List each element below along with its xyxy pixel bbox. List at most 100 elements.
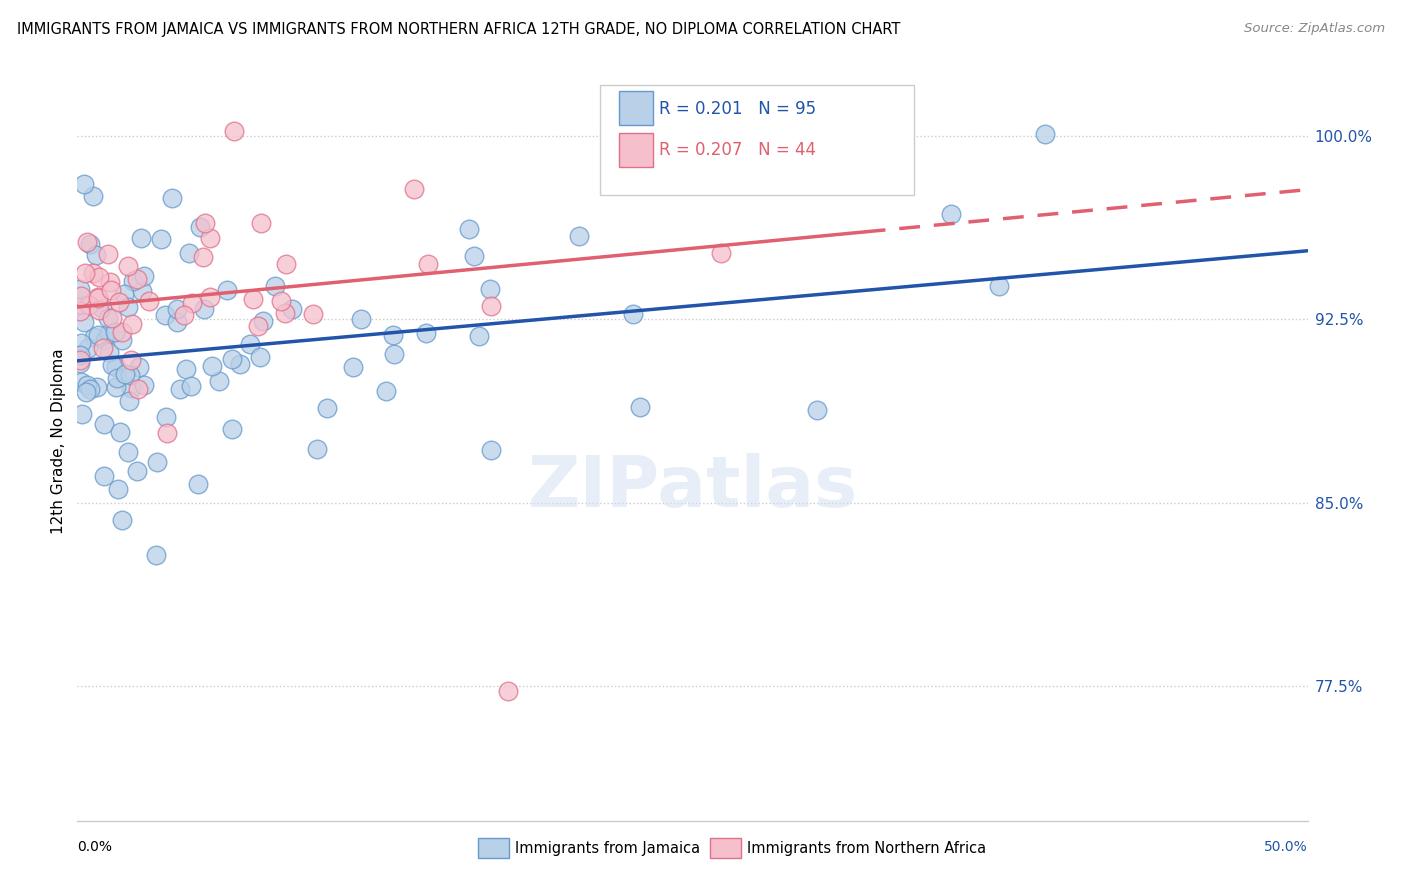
Point xyxy=(155,410,177,425)
Point xyxy=(201,359,224,374)
Point xyxy=(187,476,209,491)
Point xyxy=(208,374,231,388)
Point xyxy=(117,301,139,315)
Point xyxy=(127,382,149,396)
Point xyxy=(468,328,491,343)
Point xyxy=(91,301,114,315)
Point xyxy=(76,235,98,249)
Point xyxy=(382,327,405,342)
Point xyxy=(98,275,121,289)
Point xyxy=(458,222,481,236)
Point xyxy=(79,237,101,252)
Point xyxy=(193,301,215,316)
Point xyxy=(121,318,143,332)
Point xyxy=(97,310,120,325)
Point xyxy=(111,333,134,347)
Point xyxy=(246,319,269,334)
Point xyxy=(125,464,148,478)
Point xyxy=(87,290,110,304)
Point xyxy=(97,344,120,359)
Point xyxy=(806,403,828,417)
Point xyxy=(111,513,134,527)
Point xyxy=(97,246,120,260)
Point xyxy=(111,325,134,339)
Point xyxy=(83,330,105,344)
Text: Immigrants from Jamaica: Immigrants from Jamaica xyxy=(515,841,700,855)
Point xyxy=(242,292,264,306)
Point xyxy=(416,257,439,271)
Point xyxy=(117,259,139,273)
Point xyxy=(145,548,167,562)
Point xyxy=(132,378,155,392)
Point xyxy=(215,283,238,297)
Point xyxy=(710,245,733,260)
Point xyxy=(120,381,142,395)
Point xyxy=(316,401,339,415)
Point xyxy=(87,291,110,305)
Point xyxy=(77,298,100,312)
Point xyxy=(250,215,273,229)
Point xyxy=(988,278,1011,293)
Point xyxy=(200,231,222,245)
Point xyxy=(221,422,243,436)
Point xyxy=(191,250,214,264)
Point xyxy=(478,282,501,296)
Point xyxy=(70,336,93,351)
Point xyxy=(94,333,117,347)
Point xyxy=(93,341,115,355)
Text: Immigrants from Northern Africa: Immigrants from Northern Africa xyxy=(747,841,986,855)
Point xyxy=(128,359,150,374)
Point xyxy=(222,124,245,138)
Point xyxy=(112,287,135,301)
FancyBboxPatch shape xyxy=(619,133,654,167)
Point xyxy=(93,469,115,483)
Point xyxy=(121,274,143,288)
Text: IMMIGRANTS FROM JAMAICA VS IMMIGRANTS FROM NORTHERN AFRICA 12TH GRADE, NO DIPLOM: IMMIGRANTS FROM JAMAICA VS IMMIGRANTS FR… xyxy=(17,22,900,37)
Point xyxy=(194,216,217,230)
Point xyxy=(69,282,91,296)
Point xyxy=(93,417,115,431)
Point xyxy=(173,308,195,322)
Point xyxy=(155,426,177,441)
Point xyxy=(479,443,502,458)
Point xyxy=(107,483,129,497)
Point xyxy=(117,445,139,459)
Text: R = 0.207   N = 44: R = 0.207 N = 44 xyxy=(659,141,817,159)
Point xyxy=(72,407,94,421)
Point xyxy=(150,232,173,246)
Point xyxy=(100,311,122,326)
Point xyxy=(621,307,644,321)
Point xyxy=(166,315,188,329)
Point xyxy=(75,385,97,400)
Text: 50.0%: 50.0% xyxy=(1264,840,1308,855)
Point xyxy=(104,360,127,375)
Point xyxy=(239,336,262,351)
Point xyxy=(160,191,183,205)
Point xyxy=(138,294,160,309)
Point xyxy=(179,246,201,260)
FancyBboxPatch shape xyxy=(600,85,914,195)
Point xyxy=(73,315,96,329)
Point xyxy=(302,307,325,321)
Point xyxy=(69,348,91,362)
Point xyxy=(86,328,108,343)
Point xyxy=(181,295,204,310)
Point xyxy=(105,370,128,384)
Point xyxy=(82,189,104,203)
Point xyxy=(415,326,437,340)
Point xyxy=(120,368,142,383)
Point xyxy=(229,357,252,371)
Point xyxy=(70,289,93,303)
Point xyxy=(87,270,110,285)
Point xyxy=(153,308,176,322)
Point xyxy=(342,360,364,375)
Point xyxy=(105,380,128,394)
Point xyxy=(120,353,142,368)
Point xyxy=(76,342,98,356)
Point xyxy=(108,295,131,310)
Point xyxy=(70,298,93,312)
Point xyxy=(382,347,405,361)
Point xyxy=(270,294,292,309)
Point xyxy=(125,271,148,285)
Point xyxy=(1035,127,1057,141)
